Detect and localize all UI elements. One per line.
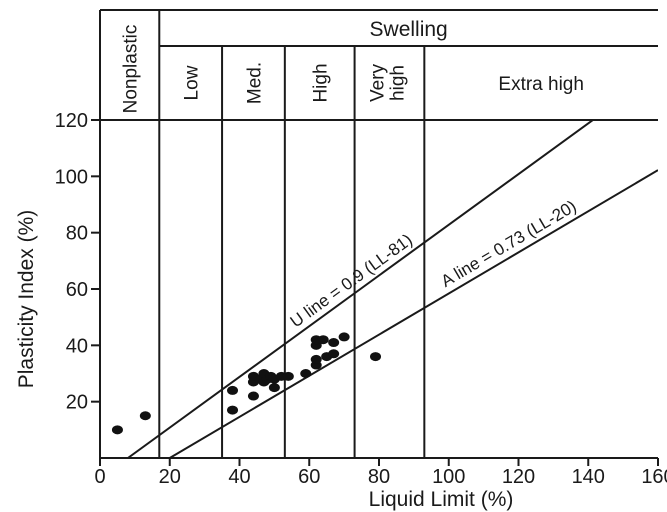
y-tick-label: 120 xyxy=(55,110,88,132)
x-tick-label: 120 xyxy=(502,466,535,488)
data-point xyxy=(328,349,340,359)
a-line xyxy=(169,169,658,458)
nonplastic-label: Nonplastic xyxy=(121,25,142,114)
a-line-label: A line = 0.73 (LL-20) xyxy=(438,197,580,291)
zone-label: Very xyxy=(367,63,388,102)
data-point xyxy=(328,338,340,348)
x-tick-label: 100 xyxy=(432,466,465,488)
x-tick-label: 40 xyxy=(228,466,250,488)
zone-label: Extra high xyxy=(498,74,584,95)
zone-label: Low xyxy=(182,65,203,100)
data-point xyxy=(268,383,280,393)
data-point xyxy=(370,352,382,362)
data-point xyxy=(227,405,239,415)
x-axis-title: Liquid Limit (%) xyxy=(369,488,514,511)
u-line-label: U line = 0.9 (LL-81) xyxy=(287,230,416,331)
data-point xyxy=(139,411,151,421)
y-tick-label: 80 xyxy=(66,223,88,245)
x-tick-label: 20 xyxy=(159,466,181,488)
u-line xyxy=(127,120,595,458)
data-point xyxy=(247,391,259,401)
x-tick-label: 0 xyxy=(94,466,105,488)
y-tick-label: 20 xyxy=(66,392,88,414)
y-tick-label: 40 xyxy=(66,335,88,357)
y-axis-title: Plasticity Index (%) xyxy=(15,210,38,389)
data-point xyxy=(310,354,322,364)
zone-label: high xyxy=(387,65,408,101)
data-point xyxy=(282,371,294,381)
data-point xyxy=(300,369,312,378)
swelling-label: Swelling xyxy=(370,18,448,41)
x-tick-label: 60 xyxy=(298,466,320,488)
y-tick-label: 60 xyxy=(66,279,88,301)
data-point xyxy=(338,332,350,342)
data-point xyxy=(317,335,329,345)
x-tick-label: 160 xyxy=(641,466,667,488)
data-point xyxy=(227,385,239,395)
data-point xyxy=(111,425,123,435)
zone-label: High xyxy=(311,63,332,102)
x-tick-label: 80 xyxy=(368,466,390,488)
y-tick-label: 100 xyxy=(55,166,88,188)
x-tick-label: 140 xyxy=(572,466,605,488)
zone-label: Med. xyxy=(244,62,265,104)
